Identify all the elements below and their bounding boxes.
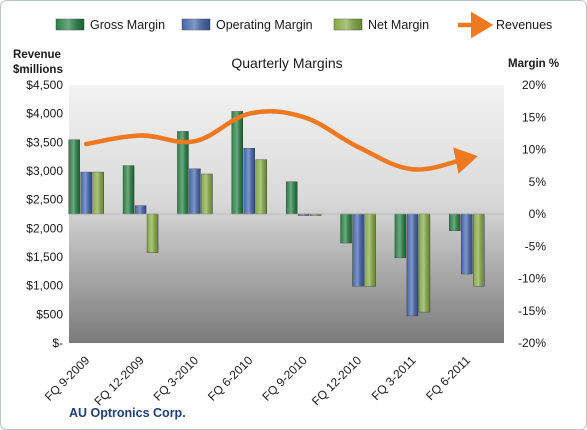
right-tick-label: -20% <box>518 336 546 350</box>
bar-highlight <box>364 214 376 287</box>
right-axis-ticks: -20% -15% -10% -5% 0% 5% 10% 15% 20% <box>518 78 546 350</box>
x-tick-label: FQ 12-2009 <box>91 353 146 408</box>
bar-highlight <box>231 111 243 214</box>
left-tick-label: $- <box>52 336 63 350</box>
left-tick-label: $4,500 <box>26 78 63 92</box>
bar-highlight <box>80 172 92 214</box>
legend: Gross Margin Operating Margin Net Margin Re… <box>55 11 552 39</box>
left-tick-label: $1,000 <box>26 279 63 293</box>
bar-highlight <box>394 214 406 258</box>
legend-label: Net Margin <box>368 18 429 32</box>
right-tick-label: 5% <box>529 175 547 189</box>
bar-highlight <box>201 174 213 214</box>
x-tick-label: FQ 6-2010 <box>205 353 256 404</box>
legend-label: Revenues <box>496 18 552 32</box>
left-tick-label: $2,000 <box>26 221 63 235</box>
revenues-line <box>83 109 478 174</box>
chart-title: Quarterly Margins <box>231 55 342 71</box>
legend-swatch-shine <box>56 19 84 30</box>
bar-highlight <box>473 214 485 287</box>
bar-highlight <box>135 205 147 214</box>
bar-highlight <box>340 214 352 244</box>
left-tick-label: $3,000 <box>26 164 63 178</box>
right-tick-label: 20% <box>522 78 546 92</box>
left-tick-label: $500 <box>36 307 63 321</box>
x-tick-label: FQ 12-2010 <box>309 353 364 408</box>
right-tick-label: 15% <box>522 110 546 124</box>
left-axis-ticks: $- $500 $1,000 $1,500 $2,000 $2,500 $3,000 $3,5… <box>26 78 63 350</box>
company-label: AU Optronics Corp. <box>69 406 186 420</box>
legend-label: Operating Margin <box>216 18 313 32</box>
bar-highlight <box>92 172 104 214</box>
bar-highlight <box>147 214 159 253</box>
x-tick-label: FQ 6-2011 <box>423 353 473 403</box>
x-tick-label: FQ 3-2010 <box>151 353 202 404</box>
bar-highlight <box>449 214 461 231</box>
x-axis-ticks: FQ 9-2009 FQ 12-2009 FQ 3-2010 FQ 6-2010 FQ … <box>42 353 473 408</box>
bar-highlight <box>298 214 310 216</box>
right-tick-label: -15% <box>518 304 546 318</box>
bar-highlight <box>68 139 80 214</box>
revenues-line-path <box>83 109 478 174</box>
legend-swatch-shine <box>334 19 362 30</box>
bar-highlight <box>123 165 135 214</box>
right-axis-title: Margin % <box>508 58 559 70</box>
bar-highlight <box>310 214 322 216</box>
left-tick-label: $1,500 <box>26 250 63 264</box>
bar-highlight <box>189 168 201 214</box>
left-tick-label: $2,500 <box>26 193 63 207</box>
left-tick-label: $3,500 <box>26 135 63 149</box>
right-tick-label: 10% <box>522 143 546 157</box>
bar-highlight <box>352 214 364 287</box>
legend-label: Gross Margin <box>90 18 165 32</box>
bar-highlight <box>255 159 267 214</box>
x-tick-label: FQ 9-2010 <box>259 353 310 404</box>
right-tick-label: -10% <box>518 272 546 286</box>
legend-swatch-shine <box>182 19 210 30</box>
left-axis-unit: $millions <box>13 64 63 76</box>
left-tick-label: $4,000 <box>26 107 63 121</box>
bar-highlight <box>177 131 189 214</box>
x-tick-label: FQ 9-2009 <box>42 353 93 404</box>
bar-highlight <box>243 148 255 214</box>
x-tick-label: FQ 3-2011 <box>369 353 419 403</box>
right-tick-label: 0% <box>529 207 547 221</box>
bar-highlight <box>418 214 430 313</box>
bar-highlight <box>406 214 418 316</box>
right-tick-label: -5% <box>525 239 547 253</box>
bar-highlight <box>286 181 298 214</box>
bar-series <box>68 111 485 317</box>
bar-highlight <box>461 214 473 274</box>
left-axis-title: Revenue <box>13 49 61 61</box>
